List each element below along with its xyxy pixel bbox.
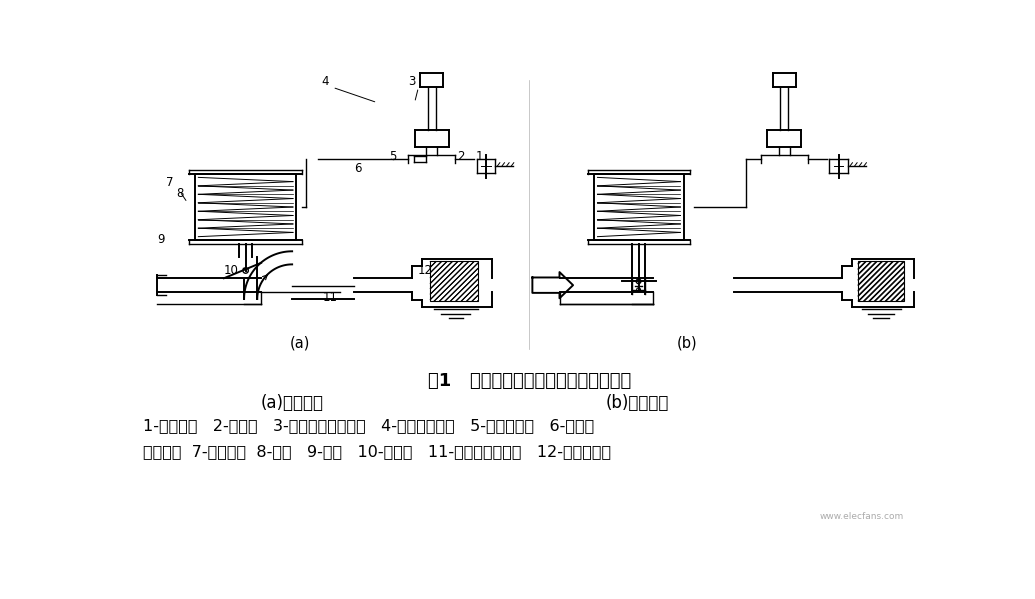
Text: 11: 11 — [323, 291, 338, 304]
Text: 7: 7 — [166, 176, 173, 189]
Text: 10: 10 — [224, 264, 239, 277]
Bar — [431, 261, 478, 301]
Text: (a): (a) — [290, 335, 310, 350]
Text: www.elecfans.com: www.elecfans.com — [819, 512, 904, 522]
Text: (b)进冷空气: (b)进冷空气 — [605, 394, 669, 412]
Text: 1-真空软管   2-单向阀   3-温控开关感温元件   4-温控开关阀门   5-反向延迟阀   6-真空驱: 1-真空软管 2-单向阀 3-温控开关感温元件 4-温控开关阀门 5-反向延迟阀… — [143, 419, 594, 434]
Text: (a)进热空气: (a)进热空气 — [261, 394, 324, 412]
Text: 3: 3 — [409, 75, 416, 88]
Text: 8: 8 — [176, 187, 183, 199]
Text: 动器外壳  7-膜片弹簧  8-膜片   9-拉杆   10-控制阀   11-热空气金属软管   12-空气滤清器: 动器外壳 7-膜片弹簧 8-膜片 9-拉杆 10-控制阀 11-热空气金属软管 … — [143, 444, 612, 459]
Text: (b): (b) — [677, 335, 698, 350]
Text: 4: 4 — [322, 75, 329, 88]
Text: 图1   进气恒温控制系统结构及工作原理: 图1 进气恒温控制系统结构及工作原理 — [428, 373, 631, 391]
Bar — [858, 261, 905, 301]
Text: 6: 6 — [354, 162, 361, 175]
Text: 9: 9 — [157, 233, 165, 246]
Text: 2: 2 — [457, 150, 465, 164]
Circle shape — [637, 288, 641, 292]
Text: 12: 12 — [418, 264, 433, 277]
Text: 1: 1 — [476, 150, 483, 164]
Text: 5: 5 — [389, 150, 396, 164]
